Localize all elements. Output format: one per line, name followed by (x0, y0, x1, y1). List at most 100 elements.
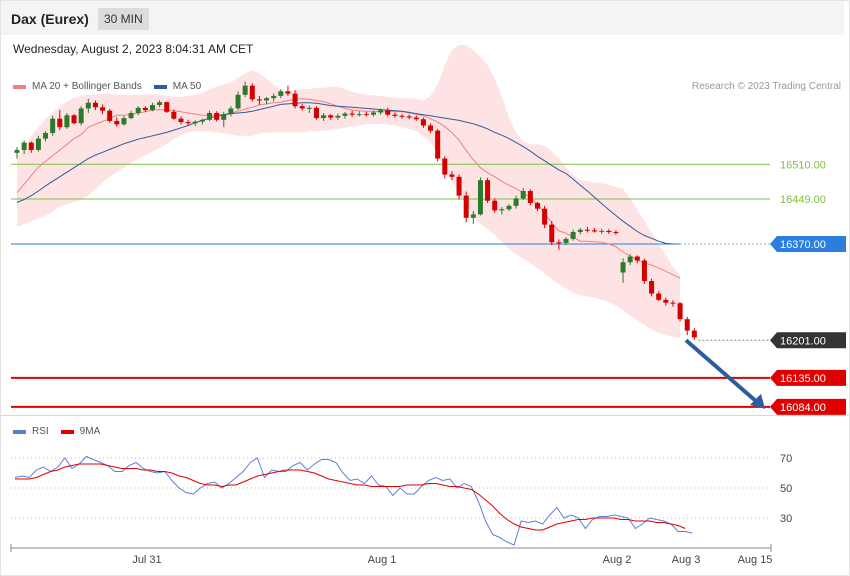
candle (235, 91, 241, 111)
candle (121, 115, 127, 126)
candle (435, 128, 441, 162)
x-tick-label: Aug 15 (738, 554, 773, 566)
candle (392, 112, 398, 118)
level-tag-3 (770, 332, 846, 349)
legend-label-ma20-bb: MA 20 + Bollinger Bands (32, 81, 142, 92)
candle-body (684, 319, 690, 331)
candle-body (670, 302, 676, 304)
candle (363, 111, 369, 117)
candle-body (14, 150, 20, 153)
candle-body (50, 118, 56, 133)
candle (371, 110, 376, 117)
candle-body (606, 230, 612, 233)
candle (142, 106, 148, 112)
panel-separator (1, 415, 849, 416)
candle-body (57, 118, 63, 128)
candle-body (100, 107, 106, 111)
candle-body (335, 115, 341, 118)
timeframe-badge[interactable]: 30 MIN (98, 8, 149, 30)
candle (192, 120, 198, 127)
candle (28, 141, 34, 153)
candle (50, 115, 56, 136)
level-label-5: 16084.00 (780, 402, 826, 414)
candle (470, 210, 476, 225)
candle-body (192, 121, 198, 124)
candle-body (542, 208, 548, 225)
candle-body (114, 120, 120, 125)
legend-item-rsi: RSI (13, 426, 49, 437)
candle-body (428, 125, 434, 131)
candle (356, 111, 362, 117)
candle (499, 206, 505, 215)
candle (214, 111, 220, 122)
candle-body (107, 110, 113, 121)
candle (663, 297, 669, 306)
candle (492, 198, 498, 213)
candle (634, 255, 640, 264)
candle-body (442, 158, 448, 175)
candle-body (456, 176, 462, 196)
candle (100, 104, 106, 115)
candle-body (313, 107, 319, 119)
candle-body (178, 118, 184, 123)
candle (249, 83, 255, 102)
candle (399, 114, 405, 119)
candle (477, 177, 483, 216)
level-tag-5 (770, 398, 846, 415)
candle (264, 97, 270, 105)
candle (178, 116, 184, 125)
candle-body (599, 230, 605, 232)
candle (406, 114, 412, 120)
candle (641, 258, 647, 284)
candle (285, 85, 291, 96)
candle-body (641, 260, 647, 282)
ma50-line (16, 102, 674, 245)
candle-body (577, 229, 583, 233)
bollinger-band (17, 44, 681, 338)
candle (413, 115, 419, 121)
candle-body (214, 112, 220, 120)
candle (463, 191, 469, 223)
candle-body (620, 262, 626, 273)
candle-body (506, 205, 512, 210)
candle (570, 229, 576, 241)
legend-label-ma50: MA 50 (172, 81, 202, 92)
candle (485, 177, 491, 203)
candle-body (413, 117, 419, 120)
candle-body (392, 114, 398, 116)
rsi-tick-label: 50 (780, 483, 792, 495)
candle-body (556, 242, 562, 244)
candle (691, 328, 697, 340)
candle-body (549, 224, 555, 243)
copyright-notice: Research © 2023 Trading Central (691, 81, 841, 92)
candle (43, 131, 49, 142)
candle (592, 228, 598, 233)
candle (256, 95, 262, 106)
candle-body (485, 180, 491, 201)
candle-body (406, 116, 412, 118)
candle (128, 110, 134, 120)
candle-body (271, 95, 277, 99)
candle (627, 254, 633, 266)
candle-body (221, 114, 227, 120)
candle-body (385, 110, 391, 115)
main-legend: MA 20 + Bollinger Bands MA 50 (13, 81, 213, 92)
candle (292, 90, 298, 109)
candle-body (71, 115, 77, 124)
candle-body (235, 94, 241, 109)
candle-body (128, 112, 134, 119)
rsi-tick-label: 70 (780, 453, 792, 465)
candle-body (534, 202, 540, 209)
candle (620, 258, 626, 283)
candle (349, 110, 355, 117)
legend-label-9ma: 9MA (79, 426, 101, 437)
candle (577, 228, 583, 235)
candle-body (570, 232, 576, 239)
candle-body (399, 115, 405, 117)
candle-body (477, 180, 483, 215)
candle (534, 201, 540, 211)
candle-body (185, 122, 191, 124)
candle-body (278, 91, 284, 96)
candle (221, 111, 227, 128)
candle (313, 106, 319, 120)
